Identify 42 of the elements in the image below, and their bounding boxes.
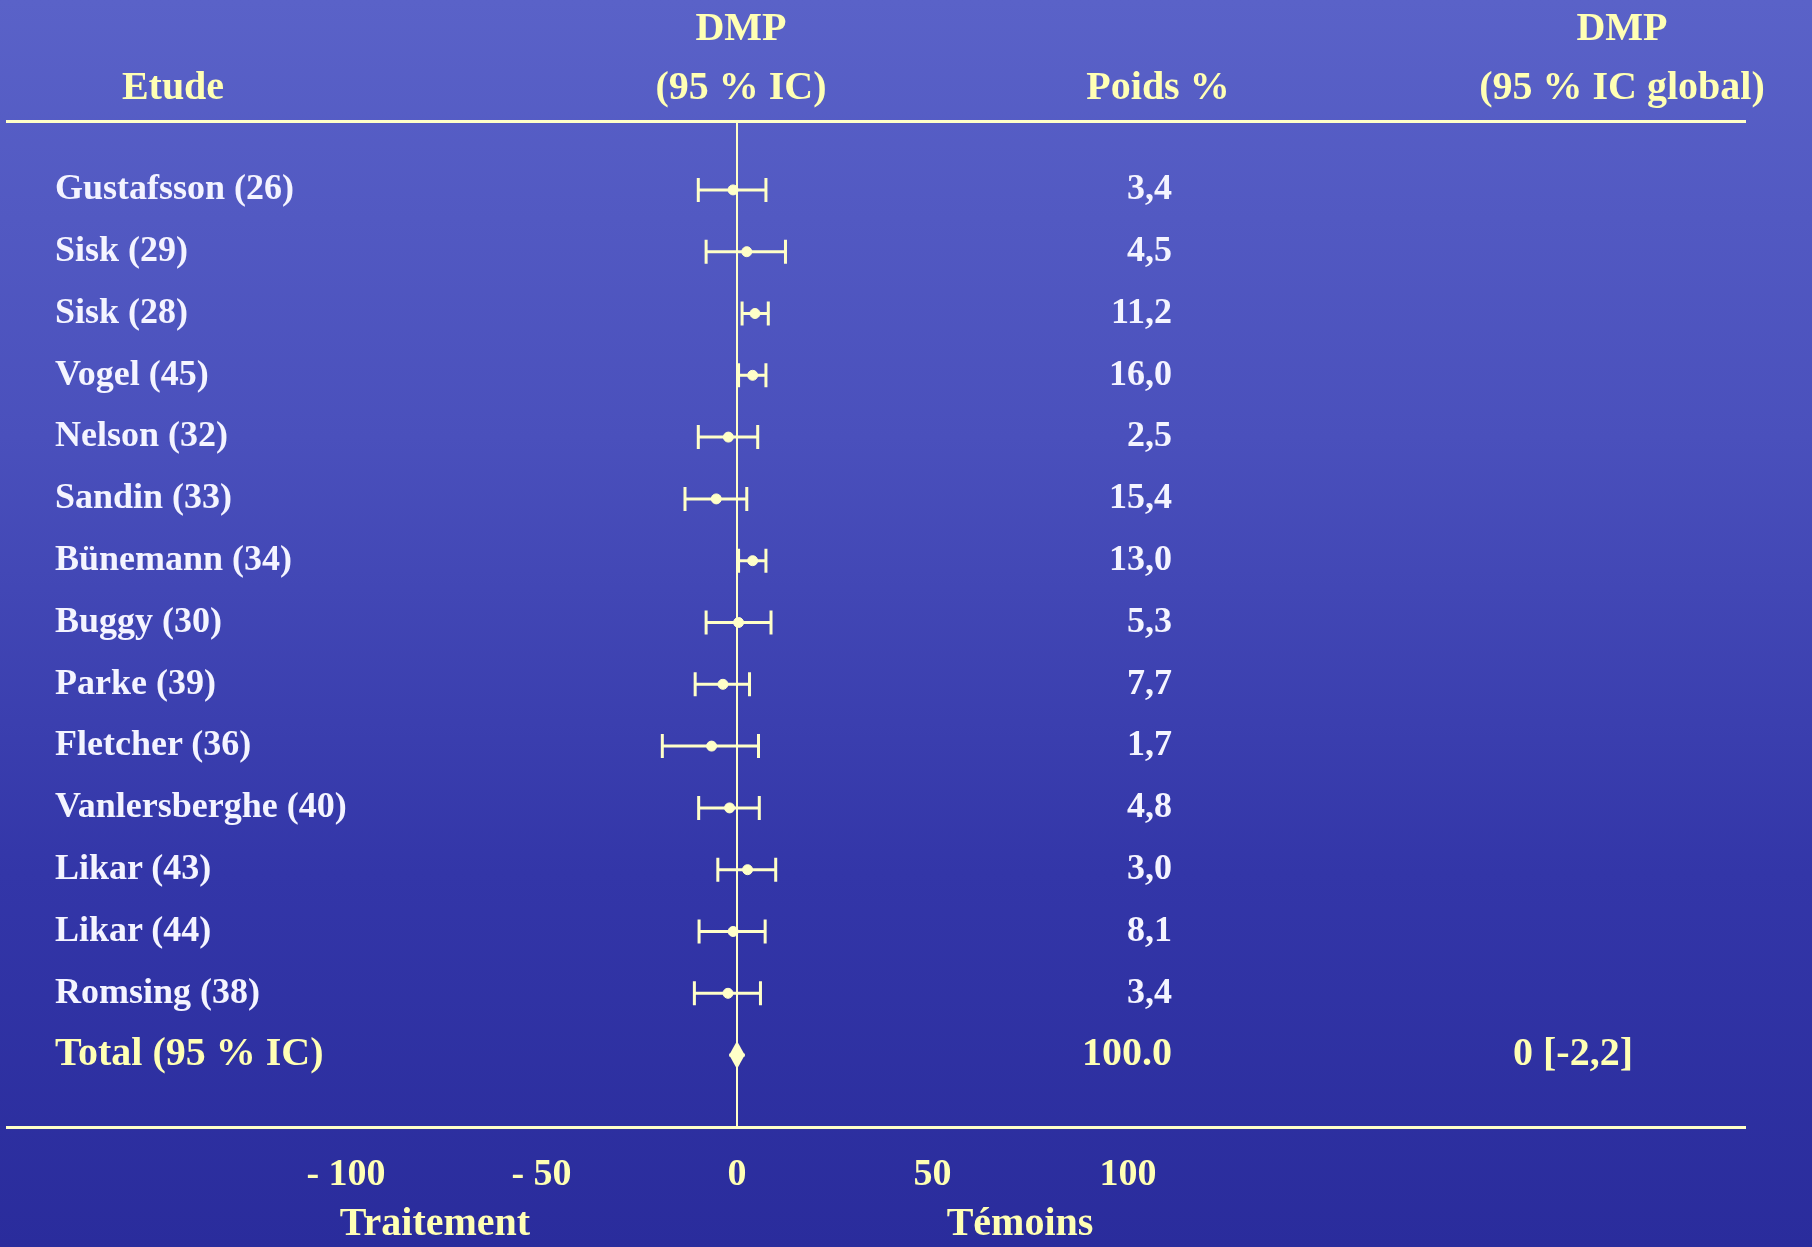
y-tick-label: Romsing (38) (55, 970, 260, 1011)
annotation: 11,2 (1110, 290, 1172, 331)
y-tick-label: Sandin (33) (55, 476, 233, 517)
x-tick-label: - 50 (511, 1150, 572, 1193)
y-tick-label: Vogel (45) (55, 352, 209, 393)
x-tick-label: 0 (727, 1150, 747, 1193)
text: Traitement (339, 1199, 531, 1245)
y-tick-label: Likar (43) (55, 847, 212, 887)
text: DMP (95 % IC) (655, 4, 827, 109)
annotation: 3,4 (1127, 970, 1172, 1011)
y-tick-label: Nelson (32) (55, 414, 228, 455)
x-tick-label: - 100 (306, 1150, 386, 1193)
y-tick-label: Total (95 % IC) (55, 1029, 324, 1075)
y-tick-label: Buggy (30) (55, 599, 223, 640)
x-tick-label: 50 (913, 1150, 952, 1193)
annotation: 3,0 (1127, 847, 1172, 887)
annotation: 16,0 (1109, 352, 1172, 393)
annotation: 1,7 (1127, 723, 1172, 764)
text: DMP (95 % IC global) (1479, 4, 1765, 109)
y-tick-label: Bünemann (34) (55, 538, 293, 578)
text: Témoins (946, 1199, 1094, 1245)
y-tick-label: Vanlersberghe (40) (55, 785, 347, 826)
text: Etude (121, 63, 225, 109)
y-tick-label: Sisk (28) (55, 290, 189, 331)
y-tick-label: Sisk (29) (55, 229, 189, 269)
annotation: 15,4 (1109, 476, 1172, 517)
annotation: 4,5 (1127, 229, 1172, 269)
annotation: 8,1 (1127, 908, 1172, 949)
annotation: 13,0 (1109, 538, 1172, 578)
annotation: 4,8 (1127, 785, 1172, 826)
x-tick-label: 100 (1099, 1150, 1157, 1193)
annotation: 7,7 (1127, 661, 1172, 702)
annotation: 5,3 (1127, 599, 1172, 640)
annotation: 100.0 (1082, 1029, 1172, 1075)
annotation: 3,4 (1127, 167, 1172, 208)
text: Poids % (1086, 63, 1230, 109)
y-tick-label: Fletcher (36) (55, 723, 252, 764)
y-tick-label: Likar (44) (55, 908, 212, 949)
text: 0 [-2,2] (1513, 1029, 1633, 1075)
y-tick-label: Gustafsson (26) (55, 167, 295, 208)
y-tick-label: Parke (39) (55, 661, 216, 702)
annotation: 2,5 (1127, 414, 1172, 455)
